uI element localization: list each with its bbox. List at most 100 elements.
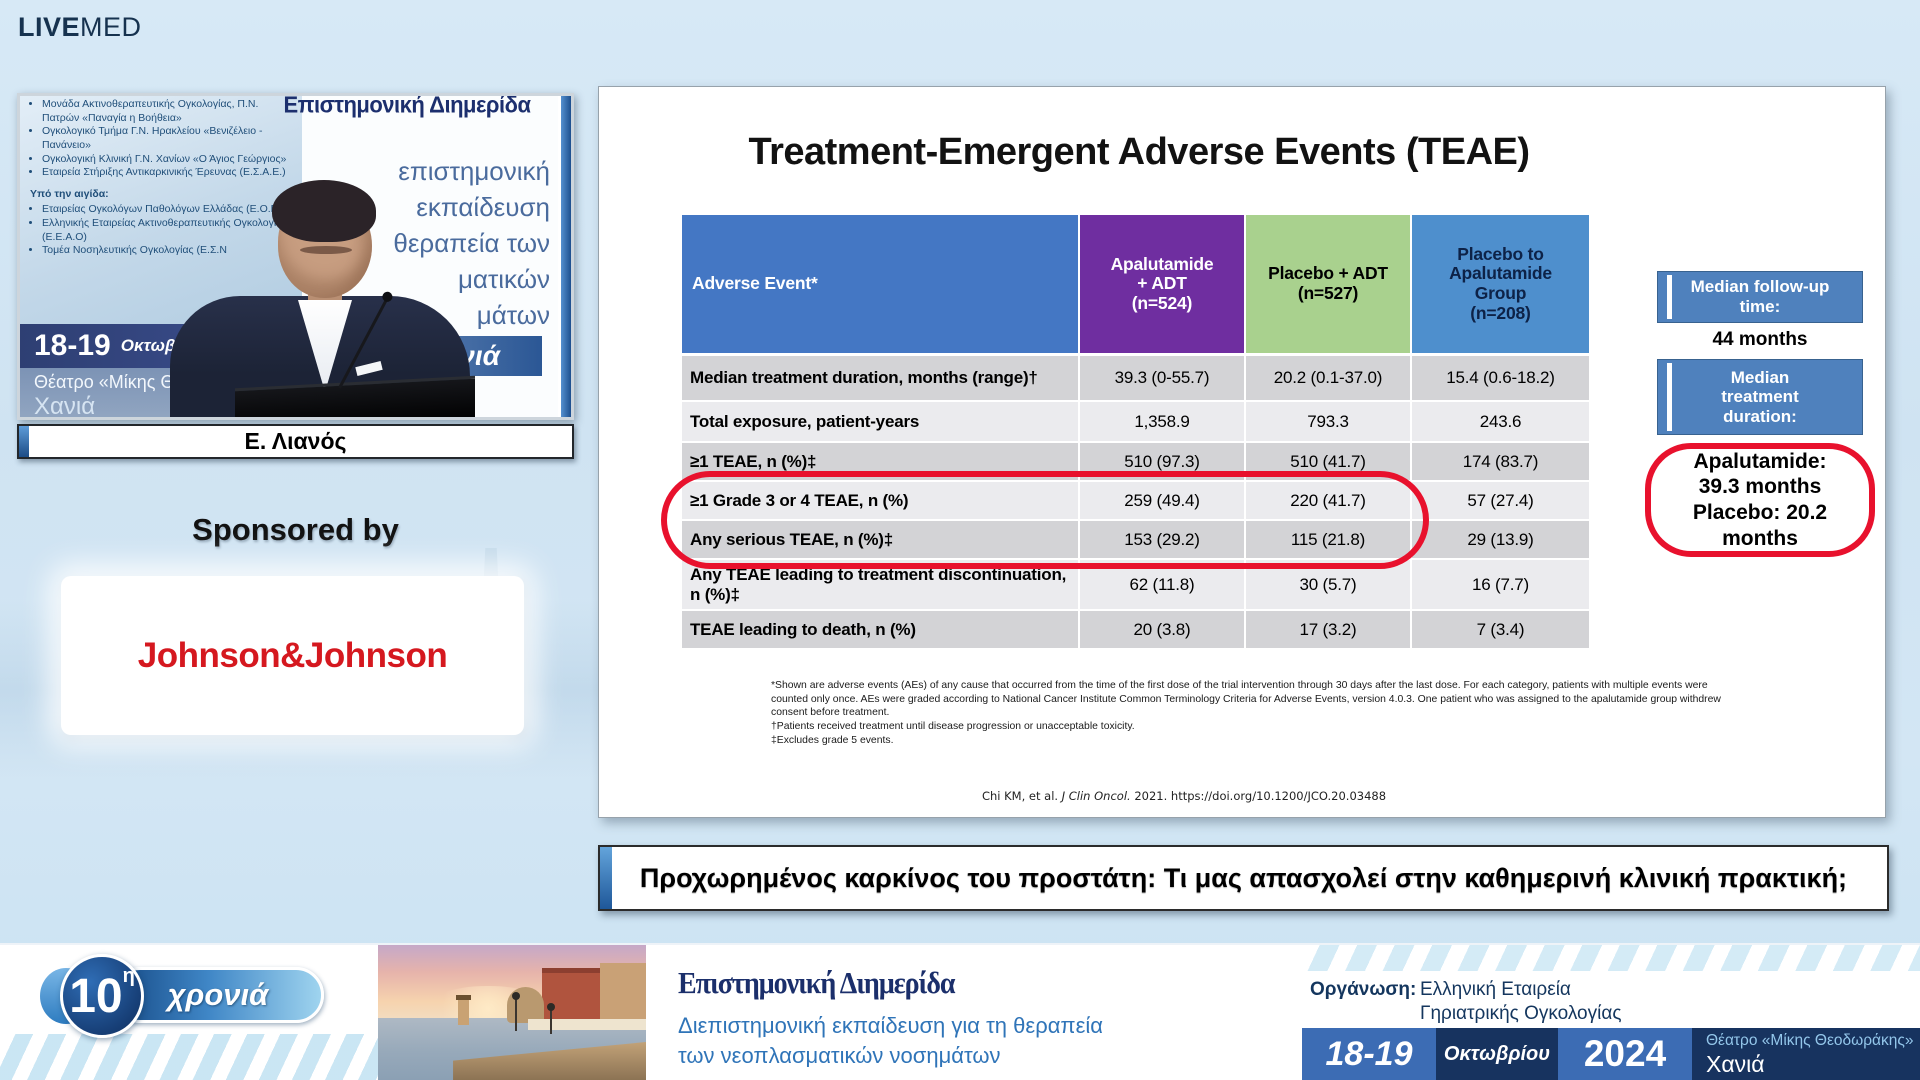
table-row-label: Total exposure, patient-years: [682, 402, 1080, 443]
table-cell: 259 (49.4): [1080, 482, 1246, 521]
citation-doi: 2021. https://doi.org/10.1200/JCO.20.034…: [1130, 789, 1387, 803]
speaker-hair: [272, 180, 376, 242]
harbor-lighthouse: [456, 995, 471, 1025]
table-row-label: Any TEAE leading to treatment discontinu…: [682, 560, 1080, 611]
harbor-tan-building: [600, 962, 646, 1025]
event-title: Επιστημονική Διημερίδα: [678, 967, 956, 1001]
table-cell: 16 (7.7): [1412, 560, 1591, 611]
venue-block: Θέατρο «Μίκης Θεοδωράκης» Χανιά: [1692, 1028, 1920, 1080]
presentation-slide: Treatment-Emergent Adverse Events (TEAE)…: [598, 86, 1886, 818]
logo-number: 10: [69, 970, 123, 1023]
harbor-red-building: [541, 967, 604, 1025]
footer-water-texture-right: [1302, 945, 1920, 971]
venue-city: Χανιά: [1706, 1051, 1765, 1077]
table-cell: 115 (21.8): [1246, 521, 1412, 560]
table-cell: 220 (41.7): [1246, 482, 1412, 521]
poster-date-days: 18-19: [34, 329, 111, 362]
table-row-label: Median treatment duration, months (range…: [682, 356, 1080, 402]
backdrop-title: Επιστημονική Διημερίδα: [283, 93, 531, 118]
event-subtitle-line2: των νεοπλασματικών νοσημάτων: [678, 1042, 1001, 1068]
table-cell: 62 (11.8): [1080, 560, 1246, 611]
poster-auspices-header: Υπό την αιγίδα:: [30, 187, 109, 200]
footer-banner: χρονιά 10 η Επιστημονική Διημερίδα: [0, 943, 1920, 1080]
table-cell: 39.3 (0-55.7): [1080, 356, 1246, 402]
table-row-label: Any serious TEAE, n (%)‡: [682, 521, 1080, 560]
organizer-line2: Γηριατρικής Ογκολογίας: [1420, 1002, 1622, 1024]
speaker-glasses: [300, 246, 352, 254]
venue-name: Θέατρο «Μίκης Θεοδωράκης»: [1706, 1032, 1914, 1049]
table-row-label: ≥1 Grade 3 or 4 TEAE, n (%): [682, 482, 1080, 521]
footer-logo-section: χρονιά 10 η: [0, 945, 378, 1080]
organizer-label: Οργάνωση:: [1310, 979, 1417, 1000]
chania-harbor-photo: [378, 945, 646, 1080]
table-cell: 793.3: [1246, 402, 1412, 443]
logo-capsule: χρονιά: [112, 967, 324, 1023]
footer-event-section: Επιστημονική Διημερίδα Διεπιστημονική εκ…: [646, 945, 1302, 1080]
backdrop-line: θεραπεία των: [393, 228, 550, 258]
date-days: 18-19: [1302, 1028, 1436, 1080]
poster-city: Χανιά: [34, 393, 96, 420]
backdrop-line: επιστημονική: [398, 156, 550, 186]
poster-affiliation-item: Ογκολογικό Τμήμα Γ.Ν. Ηρακλείου «Βενιζέλ…: [42, 125, 296, 152]
median-duration-box: Median treatment duration:: [1657, 359, 1863, 435]
table-cell: 57 (27.4): [1412, 482, 1591, 521]
table-header-apalutamide: Apalutamide + ADT (n=524): [1080, 215, 1246, 356]
table-cell: 153 (29.2): [1080, 521, 1246, 560]
citation-journal: J Clin Oncol.: [1061, 789, 1131, 803]
sponsor-logo-box: Johnson&Johnson: [61, 576, 524, 735]
logo-suffix: η: [122, 965, 135, 987]
table-cell: 1,358.9: [1080, 402, 1246, 443]
table-cell: 30 (5.7): [1246, 560, 1412, 611]
footer-water-texture: [0, 1034, 378, 1080]
harbor-awnings: [528, 1019, 646, 1031]
table-cell: 243.6: [1412, 402, 1591, 443]
slide-title: Treatment-Emergent Adverse Events (TEAE): [748, 131, 1530, 173]
organizer-line1: Ελληνική Εταιρεία: [1420, 979, 1571, 1000]
table-header-adverse-event: Adverse Event*: [682, 215, 1080, 356]
poster-auspices-item: Εταιρείας Ογκολόγων Παθολόγων Ελλάδας (Ε…: [42, 203, 296, 217]
table-cell: 20.2 (0.1-37.0): [1246, 356, 1412, 402]
slide-citation: Chi KM, et al. J Clin Oncol. 2021. https…: [599, 789, 1769, 803]
footer-organizer-section: Οργάνωση: Ελληνική Εταιρεία Γηριατρικής …: [1302, 945, 1920, 1080]
poster-affiliation-item: Μονάδα Ακτινοθεραπευτικής Ογκολογίας, Π.…: [42, 98, 296, 125]
backdrop-line: εκπαίδευση: [416, 192, 550, 222]
speaker-video-feed[interactable]: Μονάδα Ακτινοθεραπευτικής Ογκολογίας, Π.…: [17, 93, 574, 420]
harbor-lamp-post: [511, 992, 520, 1032]
table-cell: 20 (3.8): [1080, 611, 1246, 650]
session-title: Προχωρημένος καρκίνος του προστάτη: Τι μ…: [639, 862, 1848, 893]
footnote: †Patients received treatment until disea…: [771, 721, 1135, 733]
event-subtitle-line1: Διεπιστημονική εκπαίδευση για τη θεραπεί…: [678, 1013, 1104, 1038]
table-cell: 15.4 (0.6-18.2): [1412, 356, 1591, 402]
harbor-lamp-post: [546, 1003, 555, 1035]
footnote: *Shown are adverse events (AEs) of any c…: [771, 680, 1721, 719]
session-title-bar: Προχωρημένος καρκίνος του προστάτη: Τι μ…: [598, 845, 1889, 911]
poster-auspices-item: Τομέα Νοσηλευτικής Ογκολογίας (Ε.Σ.Ν: [42, 244, 296, 258]
stage-blue-panel: [558, 96, 571, 417]
tenth-year-logo: χρονιά 10 η: [40, 954, 340, 1038]
livemed-logo-med: MED: [80, 12, 142, 42]
teae-table: Adverse Event* Apalutamide + ADT (n=524)…: [682, 215, 1591, 650]
date-year: 2024: [1558, 1028, 1692, 1080]
table-header-placebo-to-apalutamide: Placebo to Apalutamide Group (n=208): [1412, 215, 1591, 356]
median-followup-box: Median follow-up time:: [1657, 271, 1863, 323]
table-cell: 17 (3.2): [1246, 611, 1412, 650]
table-header-placebo: Placebo + ADT (n=527): [1246, 215, 1412, 356]
livemed-logo-live: LIVE: [18, 12, 81, 42]
logo-main-circle: 10 η: [60, 954, 144, 1038]
footer-date-band: 18-19 Οκτωβρίου 2024 Θέατρο «Μίκης Θεοδω…: [1302, 1028, 1920, 1080]
table-cell: 174 (83.7): [1412, 443, 1591, 482]
footnote: ‡Excludes grade 5 events.: [771, 734, 894, 746]
table-cell: 7 (3.4): [1412, 611, 1591, 650]
organizer-name: Ελληνική Εταιρεία Γηριατρικής Ογκολογίας: [1420, 978, 1740, 1026]
johnson-johnson-logo: Johnson&Johnson: [137, 635, 448, 675]
table-row-label: ≥1 TEAE, n (%)‡: [682, 443, 1080, 482]
poster-affiliation-item: Εταιρεία Στήριξης Αντικαρκινικής Έρευνας…: [42, 166, 296, 180]
livemed-logo: LIVEMED: [18, 12, 142, 43]
speaker-name-bar: Ε. Λιανός: [17, 424, 574, 459]
poster-affiliation-item: Ογκολογική Κλινική Γ.Ν. Χανίων «Ο Άγιος …: [42, 153, 296, 167]
speaker-name: Ε. Λιανός: [244, 428, 347, 454]
backdrop-line: ματικών: [457, 264, 550, 294]
table-cell: 29 (13.9): [1412, 521, 1591, 560]
poster-auspices-item: Ελληνικής Εταιρείας Ακτινοθεραπευτικής Ο…: [42, 217, 296, 244]
